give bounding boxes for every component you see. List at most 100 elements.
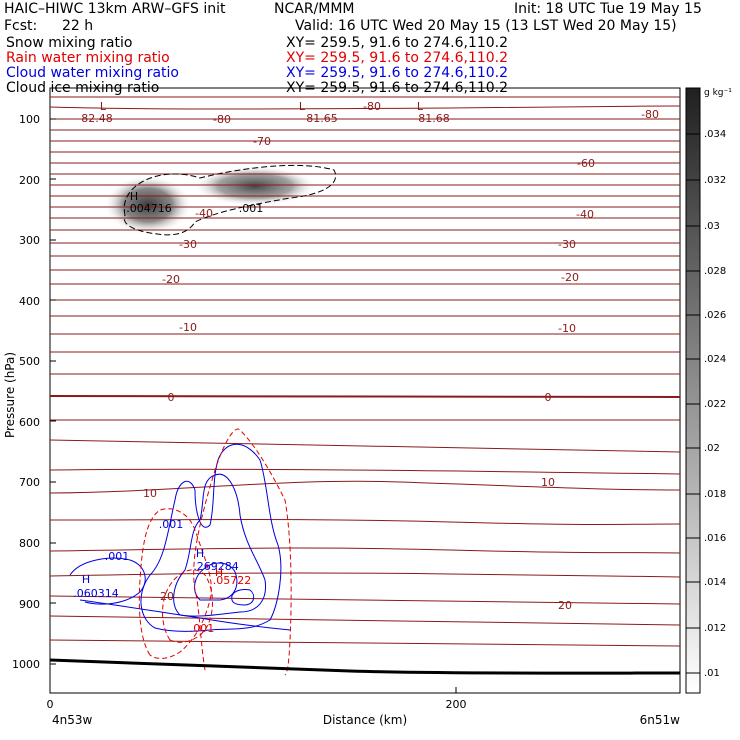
rain-contour <box>138 508 212 659</box>
isotherm-line <box>50 480 680 494</box>
low-marker: L <box>417 100 424 113</box>
x-axis <box>49 687 457 693</box>
colorbar-label: .012 <box>704 623 726 634</box>
y-tick-label: 600 <box>19 416 40 429</box>
temp-label: -81.68 <box>414 112 449 125</box>
rain-max-value: .05722 <box>213 574 252 587</box>
isotherm-line <box>50 572 680 578</box>
isotherm-line <box>50 595 680 605</box>
temp-label: -30 <box>558 238 576 251</box>
field-cloudwater-name: Cloud water mixing ratio <box>6 65 179 81</box>
y-axis-label: Pressure (hPa) <box>3 352 17 438</box>
field-rain-name: Rain water mixing ratio <box>6 50 170 66</box>
colorbar: g kg⁻¹ .034 .032 .03 .028 .026 .024 .022… <box>685 87 732 694</box>
ice-contour-label: .001 <box>239 202 264 215</box>
temp-label: -20 <box>561 271 579 284</box>
temp-label: -70 <box>253 135 271 148</box>
colorbar-label: .032 <box>704 175 726 186</box>
temp-label: -10 <box>558 322 576 335</box>
rain-contour <box>162 569 213 643</box>
temperature-labels: -82.48 -80 -81.65 -80 -81.68 -80 -70 -60… <box>77 100 659 612</box>
colorbar-label: .026 <box>704 310 726 321</box>
isotherm-line <box>50 547 680 554</box>
temp-label: 0 <box>168 391 175 404</box>
field-snow-xy: XY= 259.5, 91.6 to 274.6,110.2 <box>286 35 509 51</box>
rain-water-contours <box>138 428 292 676</box>
colorbar-label: .024 <box>704 354 726 365</box>
cloud-ice-contour <box>123 164 337 236</box>
ice-blob-west <box>104 175 192 235</box>
isotherm-line <box>50 468 680 475</box>
cloud-water-contour <box>194 562 238 601</box>
init-time: Init: 18 UTC Tue 19 May 15 <box>514 1 702 17</box>
colorbar-label: .01 <box>704 668 720 679</box>
forecast-label: Fcst: <box>4 18 38 34</box>
organization: NCAR/MMM <box>274 1 355 17</box>
x-axis-label: Distance (km) <box>323 713 407 727</box>
cloud-water-contour-label: .001 <box>159 518 184 531</box>
temp-label: -10 <box>179 321 197 334</box>
colorbar-label: .034 <box>704 129 726 140</box>
temp-label: -60 <box>577 157 595 170</box>
rain-labels: H .05722 .001 <box>190 566 252 635</box>
cloud-water-contour-label: .001 <box>105 550 130 563</box>
field-cloudwater-xy: XY= 259.5, 91.6 to 274.6,110.2 <box>286 65 509 81</box>
y-tick-label: 500 <box>19 355 40 368</box>
temp-label: 0 <box>545 391 552 404</box>
y-tick-label: 1000 <box>12 658 40 671</box>
y-tick-label: 700 <box>19 476 40 489</box>
x-tick-label: 0 <box>47 698 54 711</box>
terrain-line <box>50 658 680 675</box>
temp-label: -40 <box>576 208 594 221</box>
colorbar-label: .018 <box>704 489 726 500</box>
colorbar-label: .014 <box>704 577 726 588</box>
y-tick-label: 300 <box>19 234 40 247</box>
x-right-location: 6n51w <box>640 713 681 727</box>
isotherm-line <box>50 519 680 525</box>
low-marker: L <box>100 100 107 113</box>
cloud-water-labels: .001 .001 H .060314 H .269284 <box>73 518 239 600</box>
x-tick-label: 200 <box>446 698 467 711</box>
temp-label: -20 <box>162 273 180 286</box>
cloud-water-contour-west <box>79 599 291 631</box>
temp-label: -80 <box>363 100 381 113</box>
cloud-water-contour <box>140 443 282 632</box>
rain-contour-label: .001 <box>190 622 215 635</box>
temp-label: -40 <box>195 207 213 220</box>
x-left-location: 4n53w <box>52 713 93 727</box>
ice-blob-east <box>193 166 317 206</box>
isotherm-zero <box>50 395 680 399</box>
colorbar-label: .02 <box>704 443 720 454</box>
temp-label: -81.65 <box>302 112 337 125</box>
y-tick-labels: 100 200 300 400 500 600 700 800 900 1000 <box>12 113 40 671</box>
isotherm-line <box>50 105 680 110</box>
ice-max-marker: H <box>130 190 138 203</box>
temp-label: 20 <box>160 590 174 603</box>
cloud-water-contour <box>173 473 267 617</box>
cloud-water-max-marker: H <box>196 547 204 560</box>
colorbar-label: .03 <box>704 221 720 232</box>
temp-label: 20 <box>558 599 572 612</box>
rain-contour <box>193 428 292 676</box>
cloud-water-contour-west <box>69 557 146 605</box>
temp-label: -80 <box>213 113 231 126</box>
colorbar-gradient <box>685 87 701 694</box>
y-tick-label: 400 <box>19 295 40 308</box>
y-tick-label: 200 <box>19 174 40 187</box>
cloud-water-contours <box>69 443 291 632</box>
cloud-water-contour <box>231 589 255 606</box>
model-title: HAIC–HIWC 13km ARW–GFS init <box>4 1 226 17</box>
low-marker: L <box>299 100 306 113</box>
ice-labels: H .004716 .001 <box>126 190 263 215</box>
y-axis <box>50 118 56 665</box>
field-snow-name: Snow mixing ratio <box>6 35 133 51</box>
field-rain-xy: XY= 259.5, 91.6 to 274.6,110.2 <box>286 50 509 66</box>
colorbar-label: .028 <box>704 266 726 277</box>
temp-label: 10 <box>143 487 157 500</box>
temp-label: -30 <box>179 238 197 251</box>
temp-label: -80 <box>641 108 659 121</box>
cloud-water-max-value: .269284 <box>193 560 239 573</box>
cloud-water-max-value: .060314 <box>73 587 119 600</box>
isotherm-line <box>50 639 680 647</box>
